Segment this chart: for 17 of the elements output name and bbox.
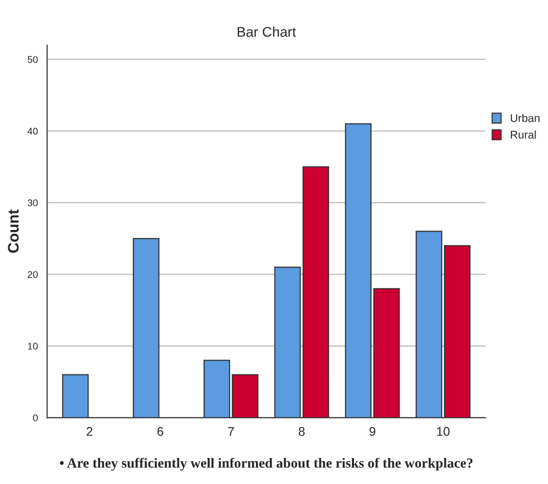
- y-tick-label: 0: [33, 414, 38, 422]
- x-axis-title: • Are they sufficiently well informed about the risks of the workplace?: [60, 458, 472, 471]
- y-tick-label: 50: [28, 56, 38, 63]
- y-tick-label: 30: [28, 199, 38, 206]
- x-tick-label: 10: [437, 427, 450, 436]
- y-tick-label: 10: [28, 342, 38, 350]
- x-tick-label: 2: [86, 427, 92, 436]
- y-tick-label: 40: [28, 128, 38, 135]
- y-axis-title: Count: [8, 209, 19, 253]
- legend-label: Urban: [510, 114, 540, 122]
- chart-title: Bar Chart: [238, 26, 296, 37]
- x-tick-label: 6: [157, 427, 164, 436]
- y-tick-label: 20: [28, 271, 38, 278]
- x-tick-label: 7: [228, 427, 234, 436]
- x-tick-label: 9: [370, 427, 376, 436]
- x-tick-label: 8: [298, 427, 305, 436]
- legend-label: Rural: [510, 130, 536, 139]
